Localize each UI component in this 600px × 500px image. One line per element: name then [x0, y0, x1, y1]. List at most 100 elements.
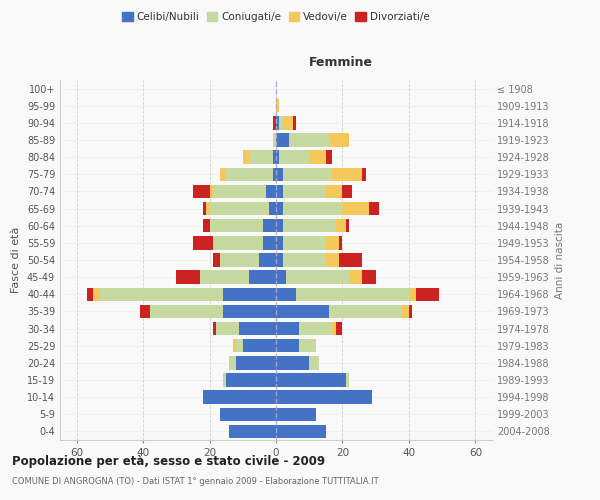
Bar — [309, 150, 326, 164]
Bar — [209, 219, 263, 232]
Bar — [343, 202, 369, 215]
Bar — [93, 288, 100, 301]
Bar — [346, 374, 349, 386]
Bar — [276, 270, 286, 284]
Bar — [233, 339, 236, 352]
Bar — [200, 270, 250, 284]
Bar — [362, 168, 366, 181]
Bar — [276, 168, 283, 181]
Bar — [250, 270, 276, 284]
Bar — [329, 134, 349, 146]
Bar — [286, 270, 349, 284]
Bar — [362, 270, 376, 284]
Bar — [280, 116, 283, 130]
Bar — [339, 254, 362, 266]
Bar — [226, 168, 272, 181]
Text: Popolazione per età, sesso e stato civile - 2009: Popolazione per età, sesso e stato civil… — [12, 455, 325, 468]
Bar — [326, 150, 332, 164]
Bar — [193, 236, 213, 250]
Bar — [150, 304, 223, 318]
Bar — [289, 134, 329, 146]
Bar — [299, 339, 316, 352]
Bar — [276, 219, 283, 232]
Bar — [276, 134, 289, 146]
Bar — [223, 288, 276, 301]
Bar — [299, 322, 332, 336]
Bar — [276, 374, 346, 386]
Bar — [226, 374, 276, 386]
Bar — [402, 304, 409, 318]
Y-axis label: Anni di nascita: Anni di nascita — [555, 222, 565, 298]
Bar — [339, 236, 343, 250]
Bar — [263, 219, 276, 232]
Bar — [343, 184, 352, 198]
Bar — [332, 168, 362, 181]
Bar — [276, 116, 280, 130]
Bar — [283, 202, 343, 215]
Bar — [213, 236, 263, 250]
Bar — [346, 219, 349, 232]
Bar — [276, 150, 280, 164]
Bar — [209, 202, 269, 215]
Bar — [336, 322, 343, 336]
Bar — [243, 150, 250, 164]
Bar — [229, 424, 276, 438]
Bar — [276, 339, 299, 352]
Bar — [293, 116, 296, 130]
Bar — [283, 236, 326, 250]
Bar — [272, 150, 276, 164]
Bar — [220, 254, 259, 266]
Bar — [176, 270, 200, 284]
Bar — [266, 184, 276, 198]
Bar — [276, 288, 296, 301]
Bar — [223, 304, 276, 318]
Bar — [236, 339, 243, 352]
Bar — [193, 184, 209, 198]
Bar — [283, 168, 332, 181]
Bar — [263, 236, 276, 250]
Bar — [86, 288, 93, 301]
Legend: Celibi/Nubili, Coniugati/e, Vedovi/e, Divorziati/e: Celibi/Nubili, Coniugati/e, Vedovi/e, Di… — [118, 8, 434, 26]
Bar — [369, 202, 379, 215]
Bar — [336, 219, 346, 232]
Bar — [329, 304, 402, 318]
Bar — [276, 322, 299, 336]
Bar — [283, 219, 336, 232]
Bar — [272, 116, 276, 130]
Bar — [276, 304, 329, 318]
Bar — [272, 134, 276, 146]
Bar — [276, 236, 283, 250]
Bar — [259, 254, 276, 266]
Bar — [236, 356, 276, 370]
Bar — [206, 202, 209, 215]
Bar — [326, 184, 343, 198]
Bar — [276, 254, 283, 266]
Bar — [276, 99, 280, 112]
Bar — [276, 356, 309, 370]
Bar — [280, 150, 309, 164]
Bar — [283, 184, 326, 198]
Bar — [276, 424, 326, 438]
Bar — [296, 288, 409, 301]
Bar — [223, 374, 226, 386]
Bar — [309, 356, 319, 370]
Bar — [203, 390, 276, 404]
Bar — [243, 339, 276, 352]
Bar — [213, 254, 220, 266]
Bar — [272, 168, 276, 181]
Bar — [209, 184, 213, 198]
Bar — [250, 150, 272, 164]
Bar — [203, 219, 209, 232]
Bar — [326, 254, 339, 266]
Bar — [220, 408, 276, 421]
Bar — [100, 288, 223, 301]
Bar — [283, 116, 293, 130]
Bar — [349, 270, 362, 284]
Text: Femmine: Femmine — [309, 56, 373, 69]
Bar — [276, 202, 283, 215]
Bar — [332, 322, 336, 336]
Bar — [220, 168, 226, 181]
Bar — [409, 288, 416, 301]
Bar — [213, 322, 216, 336]
Bar — [216, 322, 239, 336]
